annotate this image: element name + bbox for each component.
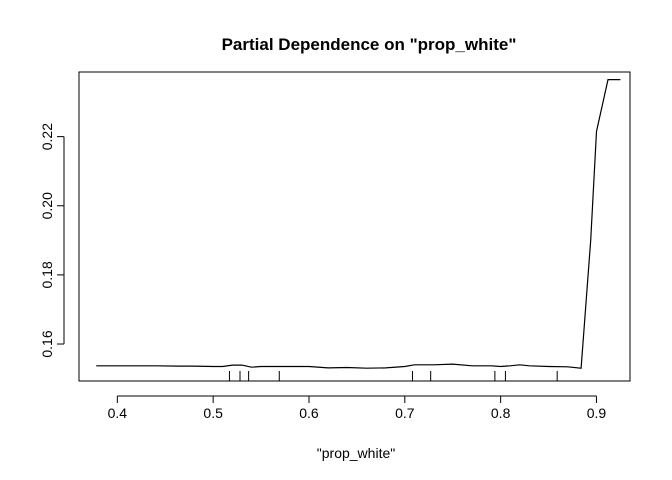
plot-area: 0.4 0.5 0.6 0.7 0.8 0.9 0.16 0.18 0.20 0.22 [39, 71, 631, 421]
plot-frame [78, 71, 631, 382]
y-tick-label: 0.16 [39, 330, 55, 357]
x-axis-label: "prop_white" [317, 445, 395, 461]
x-tick-label: 0.9 [587, 405, 607, 421]
y-tick-label: 0.22 [39, 123, 55, 150]
x-tick-label: 0.4 [108, 405, 128, 421]
x-tick-label: 0.7 [395, 405, 415, 421]
x-tick-label: 0.6 [299, 405, 319, 421]
x-tick-label: 0.8 [491, 405, 511, 421]
x-tick-label: 0.5 [203, 405, 223, 421]
chart-title: Partial Dependence on "prop_white" [222, 35, 517, 54]
y-tick-label: 0.18 [39, 261, 55, 288]
y-tick-label: 0.20 [39, 192, 55, 219]
partial-dependence-line [96, 78, 621, 369]
